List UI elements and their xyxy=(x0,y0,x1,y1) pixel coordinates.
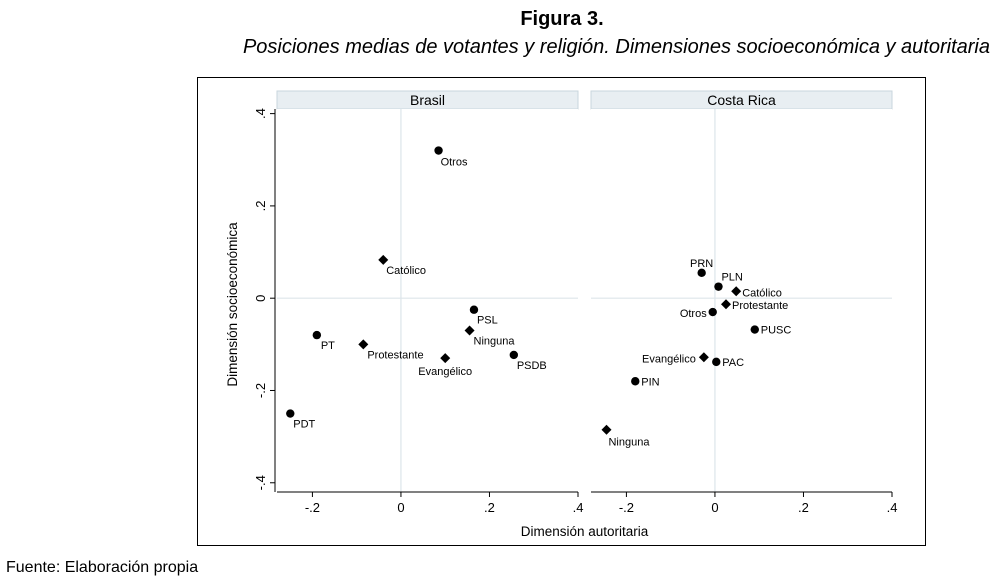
point-label: Otros xyxy=(441,157,468,169)
figure-subtitle: Posiciones medias de votantes y religión… xyxy=(242,36,990,58)
point-label: PLN xyxy=(721,272,742,284)
circle-marker xyxy=(312,330,322,340)
diamond-marker xyxy=(464,325,475,336)
diamond-marker xyxy=(698,352,709,363)
circle-marker xyxy=(631,377,640,386)
x-tick-label: .4 xyxy=(887,500,898,515)
x-tick-label: .4 xyxy=(573,500,584,515)
point-label: Católico xyxy=(742,287,782,299)
point-label: PSL xyxy=(477,315,498,327)
figure-title: Figura 3. xyxy=(520,8,604,30)
point-label: Evangélico xyxy=(642,353,696,365)
x-tick-label: -.2 xyxy=(305,500,320,515)
circle-marker xyxy=(697,268,706,278)
y-tick-label: 0 xyxy=(253,295,268,302)
point-label: PT xyxy=(321,340,335,352)
point-label: PUSC xyxy=(761,325,792,337)
circle-marker xyxy=(469,305,479,314)
circle-marker xyxy=(712,357,721,367)
circle-marker xyxy=(750,325,759,334)
plot-area xyxy=(277,109,578,492)
y-tick-label: -.4 xyxy=(253,475,268,490)
circle-marker xyxy=(714,282,723,291)
x-tick-label: .2 xyxy=(798,500,809,515)
x-tick-label: .2 xyxy=(484,500,495,515)
x-tick-label: 0 xyxy=(711,500,718,515)
x-axis-title: Dimensión autoritaria xyxy=(521,524,649,539)
circle-marker xyxy=(286,409,295,418)
point-label: Otros xyxy=(680,308,707,320)
point-label: Católico xyxy=(386,265,426,277)
diamond-marker xyxy=(601,424,612,435)
circle-marker xyxy=(509,350,519,360)
circle-marker xyxy=(434,146,443,155)
point-label: PIN xyxy=(641,376,659,388)
point-label: Protestante xyxy=(367,349,423,361)
point-label: PDT xyxy=(293,419,315,431)
figure-source: Fuente: Elaboración propia xyxy=(6,559,199,576)
diamond-marker xyxy=(358,339,369,350)
chart-frame: -.4 -.2 0 .2 .4 Dimensión socioeconómica Brasi… xyxy=(197,77,926,546)
point-label: Protestante xyxy=(732,300,788,312)
y-tick-label: -.2 xyxy=(253,383,268,398)
x-tick-label: 0 xyxy=(397,500,404,515)
y-tick-label: .4 xyxy=(253,108,268,119)
y-axis-title: Dimensión socioeconómica xyxy=(225,222,240,387)
diamond-marker xyxy=(440,353,451,364)
point-label: PAC xyxy=(722,357,744,369)
facet-title: Costa Rica xyxy=(707,92,776,108)
circle-marker xyxy=(708,307,717,317)
point-label: PRN xyxy=(690,258,713,270)
x-tick-label: -.2 xyxy=(619,500,634,515)
point-label: Ninguna xyxy=(474,335,516,347)
point-label: Ninguna xyxy=(608,437,650,449)
diamond-marker xyxy=(731,286,742,297)
point-label: PSDB xyxy=(517,360,547,372)
diamond-marker xyxy=(721,299,732,310)
facet-title: Brasil xyxy=(410,92,445,108)
scatter-chart: -.4 -.2 0 .2 .4 Dimensión socioeconómica Brasi… xyxy=(225,90,898,539)
y-tick-label: .2 xyxy=(253,200,268,211)
point-label: Evangélico xyxy=(418,366,472,378)
plot-area xyxy=(591,109,892,492)
